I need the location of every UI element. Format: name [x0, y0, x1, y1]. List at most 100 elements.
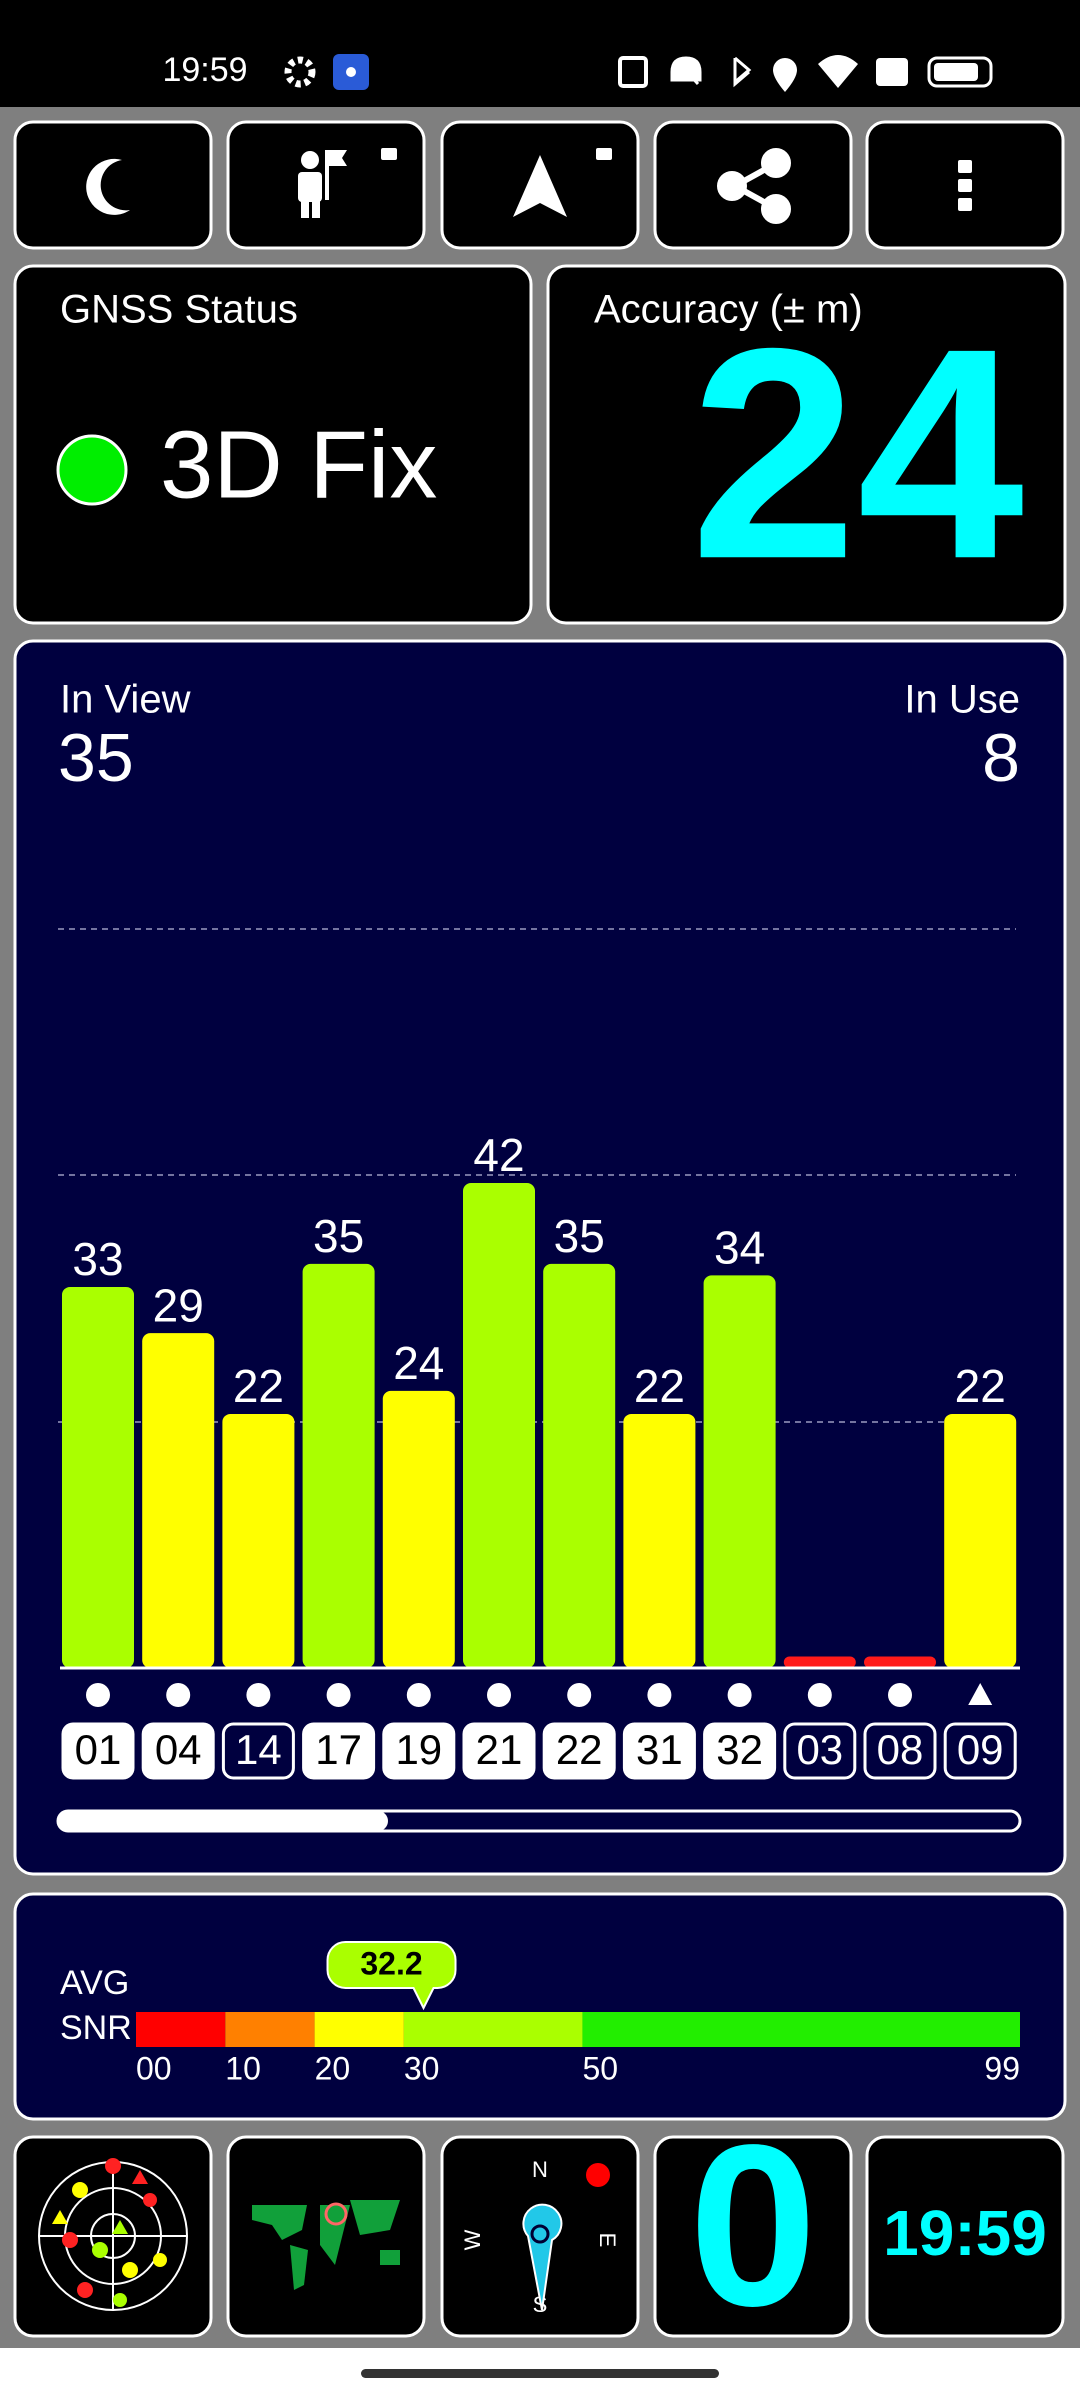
bar-value-label: 29	[153, 1279, 204, 1331]
avg-label: AVG	[60, 1964, 129, 2002]
satellite-icon	[888, 1683, 912, 1707]
bar	[623, 1413, 696, 1668]
moon-icon	[86, 158, 130, 215]
satellite-id: 22	[556, 1726, 603, 1773]
bar-value-label: 22	[955, 1360, 1006, 1412]
count-value: 0	[689, 2097, 817, 2354]
status-bar	[0, 0, 1080, 107]
bar	[864, 1656, 936, 1668]
gnss-status-panel	[13, 264, 533, 625]
snr-tick-label: 10	[225, 2050, 261, 2086]
snr-label: SNR	[60, 2009, 132, 2047]
bar	[222, 1413, 295, 1668]
navigation-icon	[513, 148, 612, 217]
snr-tick-label: 99	[984, 2050, 1020, 2086]
satellite-id-box	[462, 1722, 536, 1780]
satellite-id-box	[783, 1722, 857, 1780]
satellite-icon	[406, 1683, 431, 1707]
fix-indicator	[56, 434, 128, 506]
satellite-id: 32	[716, 1726, 763, 1773]
satellite-id-box	[703, 1722, 777, 1780]
bar	[703, 1275, 776, 1668]
bar-value-label: 34	[714, 1222, 765, 1274]
snr-band	[314, 2012, 404, 2047]
satellite-icon	[86, 1683, 110, 1707]
satellite-icon	[727, 1683, 752, 1707]
status-icons	[284, 54, 993, 92]
snr-band	[582, 2012, 1020, 2047]
satellite-icon	[567, 1683, 592, 1707]
snr-band	[225, 2012, 315, 2047]
satellite-icon	[807, 1683, 832, 1707]
snr-band	[403, 2012, 583, 2047]
person-flag-icon	[298, 148, 397, 218]
compass-west: W	[460, 2229, 485, 2250]
satellite-icon	[166, 1683, 191, 1707]
snr-tick-label: 00	[136, 2050, 172, 2086]
bar	[142, 1333, 215, 1668]
avg-snr-marker	[326, 1941, 457, 2011]
snr-band	[136, 2012, 226, 2047]
share-icon	[717, 148, 791, 224]
bar	[302, 1263, 375, 1668]
satellite-id-box	[302, 1722, 376, 1780]
bar-value-label: 22	[233, 1360, 284, 1412]
satellite-id: 04	[155, 1726, 202, 1773]
snr-tick-label: 20	[315, 2050, 351, 2086]
gnss-status-title: GNSS Status	[60, 288, 298, 332]
in-view-label: In View	[60, 678, 191, 722]
bar-value-label: 35	[313, 1210, 364, 1262]
menu-icon	[958, 160, 972, 211]
snr-tick-label: 30	[404, 2050, 440, 2086]
in-view-value: 35	[58, 720, 134, 796]
satellite-id: 08	[877, 1726, 924, 1773]
bar-value-label: 22	[634, 1360, 685, 1412]
compass-east: E	[595, 2233, 620, 2248]
fix-text: 3D Fix	[160, 411, 437, 518]
in-use-value: 8	[982, 720, 1020, 796]
satellite-icon	[246, 1683, 271, 1707]
satellite-id-box	[863, 1722, 937, 1780]
clock-tile[interactable]	[865, 2135, 1065, 2338]
clock-value: 19:59	[883, 2197, 1047, 2269]
bar	[944, 1413, 1017, 1668]
satellite-id: 14	[235, 1726, 282, 1773]
world-map-icon	[252, 2200, 400, 2290]
bar	[783, 1656, 856, 1668]
scroll-thumb[interactable]	[58, 1811, 388, 1831]
bar	[463, 1183, 535, 1668]
bar-value-label: 42	[473, 1129, 524, 1181]
snr-scale: 00 10 20 30 50 99 32.2	[136, 1941, 1020, 2086]
count-tile[interactable]	[653, 2135, 853, 2338]
avg-snr-panel	[13, 1892, 1067, 2121]
satellite-id: 31	[636, 1726, 683, 1773]
toolbar	[13, 120, 1065, 250]
satellite-icon	[326, 1683, 351, 1707]
bar	[543, 1263, 616, 1668]
satellite-id-box	[622, 1722, 696, 1780]
satellite-id: 03	[796, 1726, 843, 1773]
bar-value-label: 33	[72, 1233, 123, 1285]
satellite-id-box	[382, 1722, 456, 1780]
satellite-icon	[487, 1683, 511, 1707]
satellite-id: 21	[476, 1726, 523, 1773]
satellite-icon	[968, 1683, 993, 1705]
accuracy-title: Accuracy (± m)	[594, 288, 863, 332]
snr-tick-label: 50	[582, 2050, 618, 2086]
satellite-id: 19	[395, 1726, 442, 1773]
night-mode-button[interactable]	[13, 120, 213, 250]
satellite-id: 09	[957, 1726, 1004, 1773]
in-use-label: In Use	[904, 678, 1020, 722]
status-time: 19:59	[162, 51, 247, 89]
bar-value-label: 24	[393, 1337, 444, 1389]
share-button[interactable]	[653, 120, 853, 250]
satellite-id-box	[542, 1722, 616, 1780]
home-indicator[interactable]	[361, 2369, 719, 2378]
accuracy-value: 24	[690, 285, 1026, 621]
bar	[62, 1286, 134, 1668]
satellite-id: 01	[75, 1726, 122, 1773]
bar	[382, 1390, 455, 1668]
satellite-id-box	[61, 1722, 135, 1780]
